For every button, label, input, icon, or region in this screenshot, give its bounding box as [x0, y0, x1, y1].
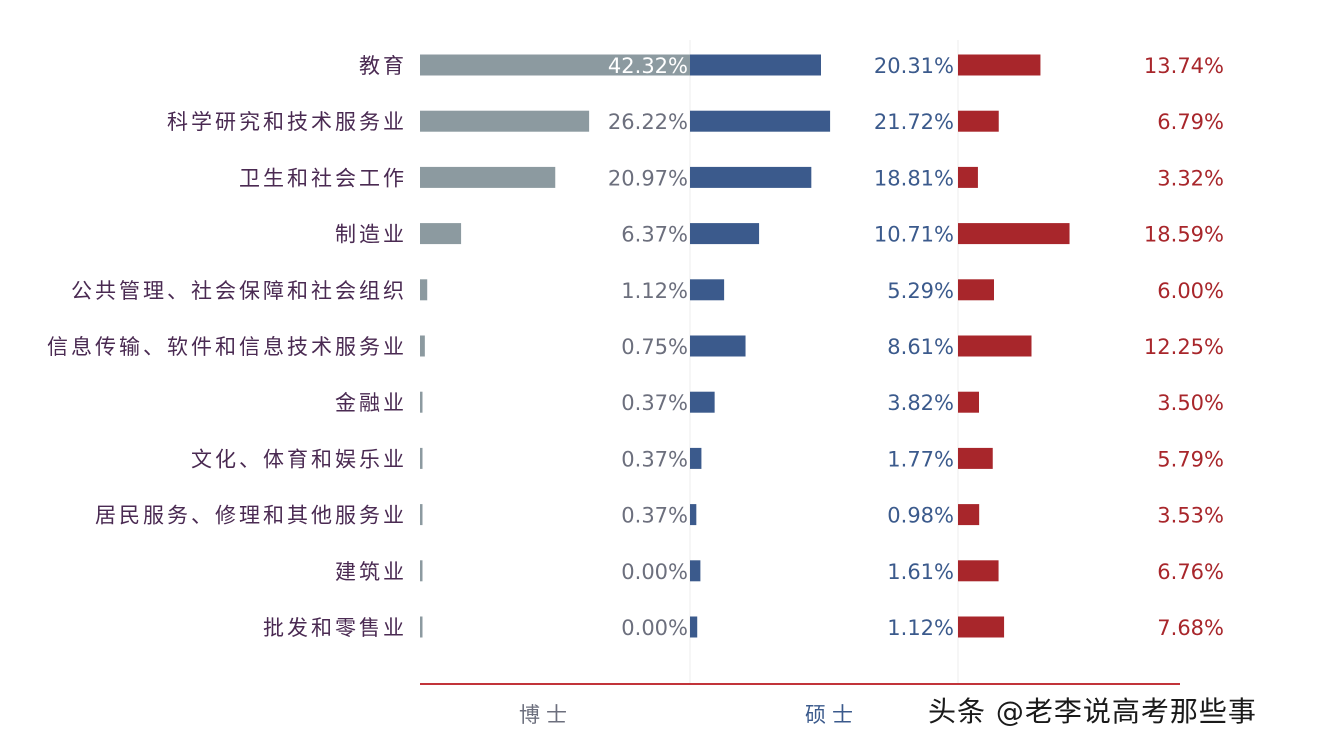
bar: [958, 54, 1041, 76]
bar: [690, 279, 725, 301]
data-label: 6.79%: [1157, 110, 1224, 134]
data-label: 0.75%: [621, 335, 688, 359]
data-label: 1.12%: [621, 279, 688, 303]
bar: [690, 166, 812, 188]
data-label: 12.25%: [1144, 335, 1224, 359]
data-label: 6.00%: [1157, 279, 1224, 303]
category-label: 教育: [359, 54, 407, 78]
data-label: 42.32%: [608, 54, 688, 78]
bar: [420, 391, 423, 413]
data-label: 1.12%: [887, 616, 954, 640]
data-label: 0.00%: [621, 560, 688, 584]
bar: [420, 616, 423, 638]
data-label: 0.37%: [621, 447, 688, 471]
bar: [690, 391, 715, 413]
data-label: 8.61%: [887, 335, 954, 359]
data-label: 18.59%: [1144, 223, 1224, 247]
bar: [958, 560, 999, 582]
data-label: 0.00%: [621, 616, 688, 640]
data-label: 0.98%: [887, 504, 954, 528]
data-label: 0.37%: [621, 391, 688, 415]
bar: [690, 223, 760, 245]
bar: [958, 447, 993, 469]
bar: [958, 504, 980, 526]
category-label: 批发和零售业: [263, 616, 407, 640]
data-label: 6.37%: [621, 223, 688, 247]
data-label: 3.32%: [1157, 166, 1224, 190]
category-label: 信息传输、软件和信息技术服务业: [47, 335, 407, 359]
bar: [420, 560, 423, 582]
data-label: 3.82%: [887, 391, 954, 415]
bar: [958, 166, 978, 188]
series-name: 博士: [519, 703, 573, 727]
bar: [420, 447, 423, 469]
bar: [690, 616, 698, 638]
data-label: 1.61%: [887, 560, 954, 584]
data-label: 3.50%: [1157, 391, 1224, 415]
bar: [420, 166, 556, 188]
bar: [958, 335, 1032, 357]
bar: [690, 504, 697, 526]
category-label: 科学研究和技术服务业: [167, 110, 407, 134]
bar: [958, 279, 994, 301]
data-label: 3.53%: [1157, 504, 1224, 528]
bar: [420, 504, 423, 526]
bar: [690, 54, 821, 76]
bar: [420, 110, 590, 132]
data-label: 20.97%: [608, 166, 688, 190]
bar: [690, 335, 746, 357]
bar: [958, 223, 1070, 245]
bar: [420, 54, 693, 76]
category-label: 公共管理、社会保障和社会组织: [71, 279, 407, 303]
bar: [958, 391, 979, 413]
bar: [690, 110, 831, 132]
series-name: 硕士: [805, 703, 859, 727]
bar: [690, 560, 701, 582]
category-label: 金融业: [335, 391, 407, 415]
category-label: 卫生和社会工作: [239, 166, 407, 190]
data-label: 20.31%: [874, 54, 954, 78]
bar: [420, 335, 425, 357]
data-label: 5.29%: [887, 279, 954, 303]
category-label: 文化、体育和娱乐业: [191, 447, 407, 471]
bar: [690, 447, 702, 469]
data-label: 18.81%: [874, 166, 954, 190]
bar: [420, 223, 462, 245]
data-label: 6.76%: [1157, 560, 1224, 584]
data-label: 0.37%: [621, 504, 688, 528]
data-label: 13.74%: [1144, 54, 1224, 78]
watermark: 头条 @老李说高考那些事: [928, 695, 1257, 728]
bar: [420, 279, 428, 301]
bar: [958, 110, 999, 132]
data-label: 7.68%: [1157, 616, 1224, 640]
data-label: 1.77%: [887, 447, 954, 471]
data-label: 5.79%: [1157, 447, 1224, 471]
data-label: 10.71%: [874, 223, 954, 247]
category-label: 居民服务、修理和其他服务业: [95, 504, 407, 528]
data-label: 21.72%: [874, 110, 954, 134]
bar: [958, 616, 1005, 638]
category-label: 建筑业: [335, 560, 407, 584]
data-label: 26.22%: [608, 110, 688, 134]
category-label: 制造业: [335, 223, 407, 247]
